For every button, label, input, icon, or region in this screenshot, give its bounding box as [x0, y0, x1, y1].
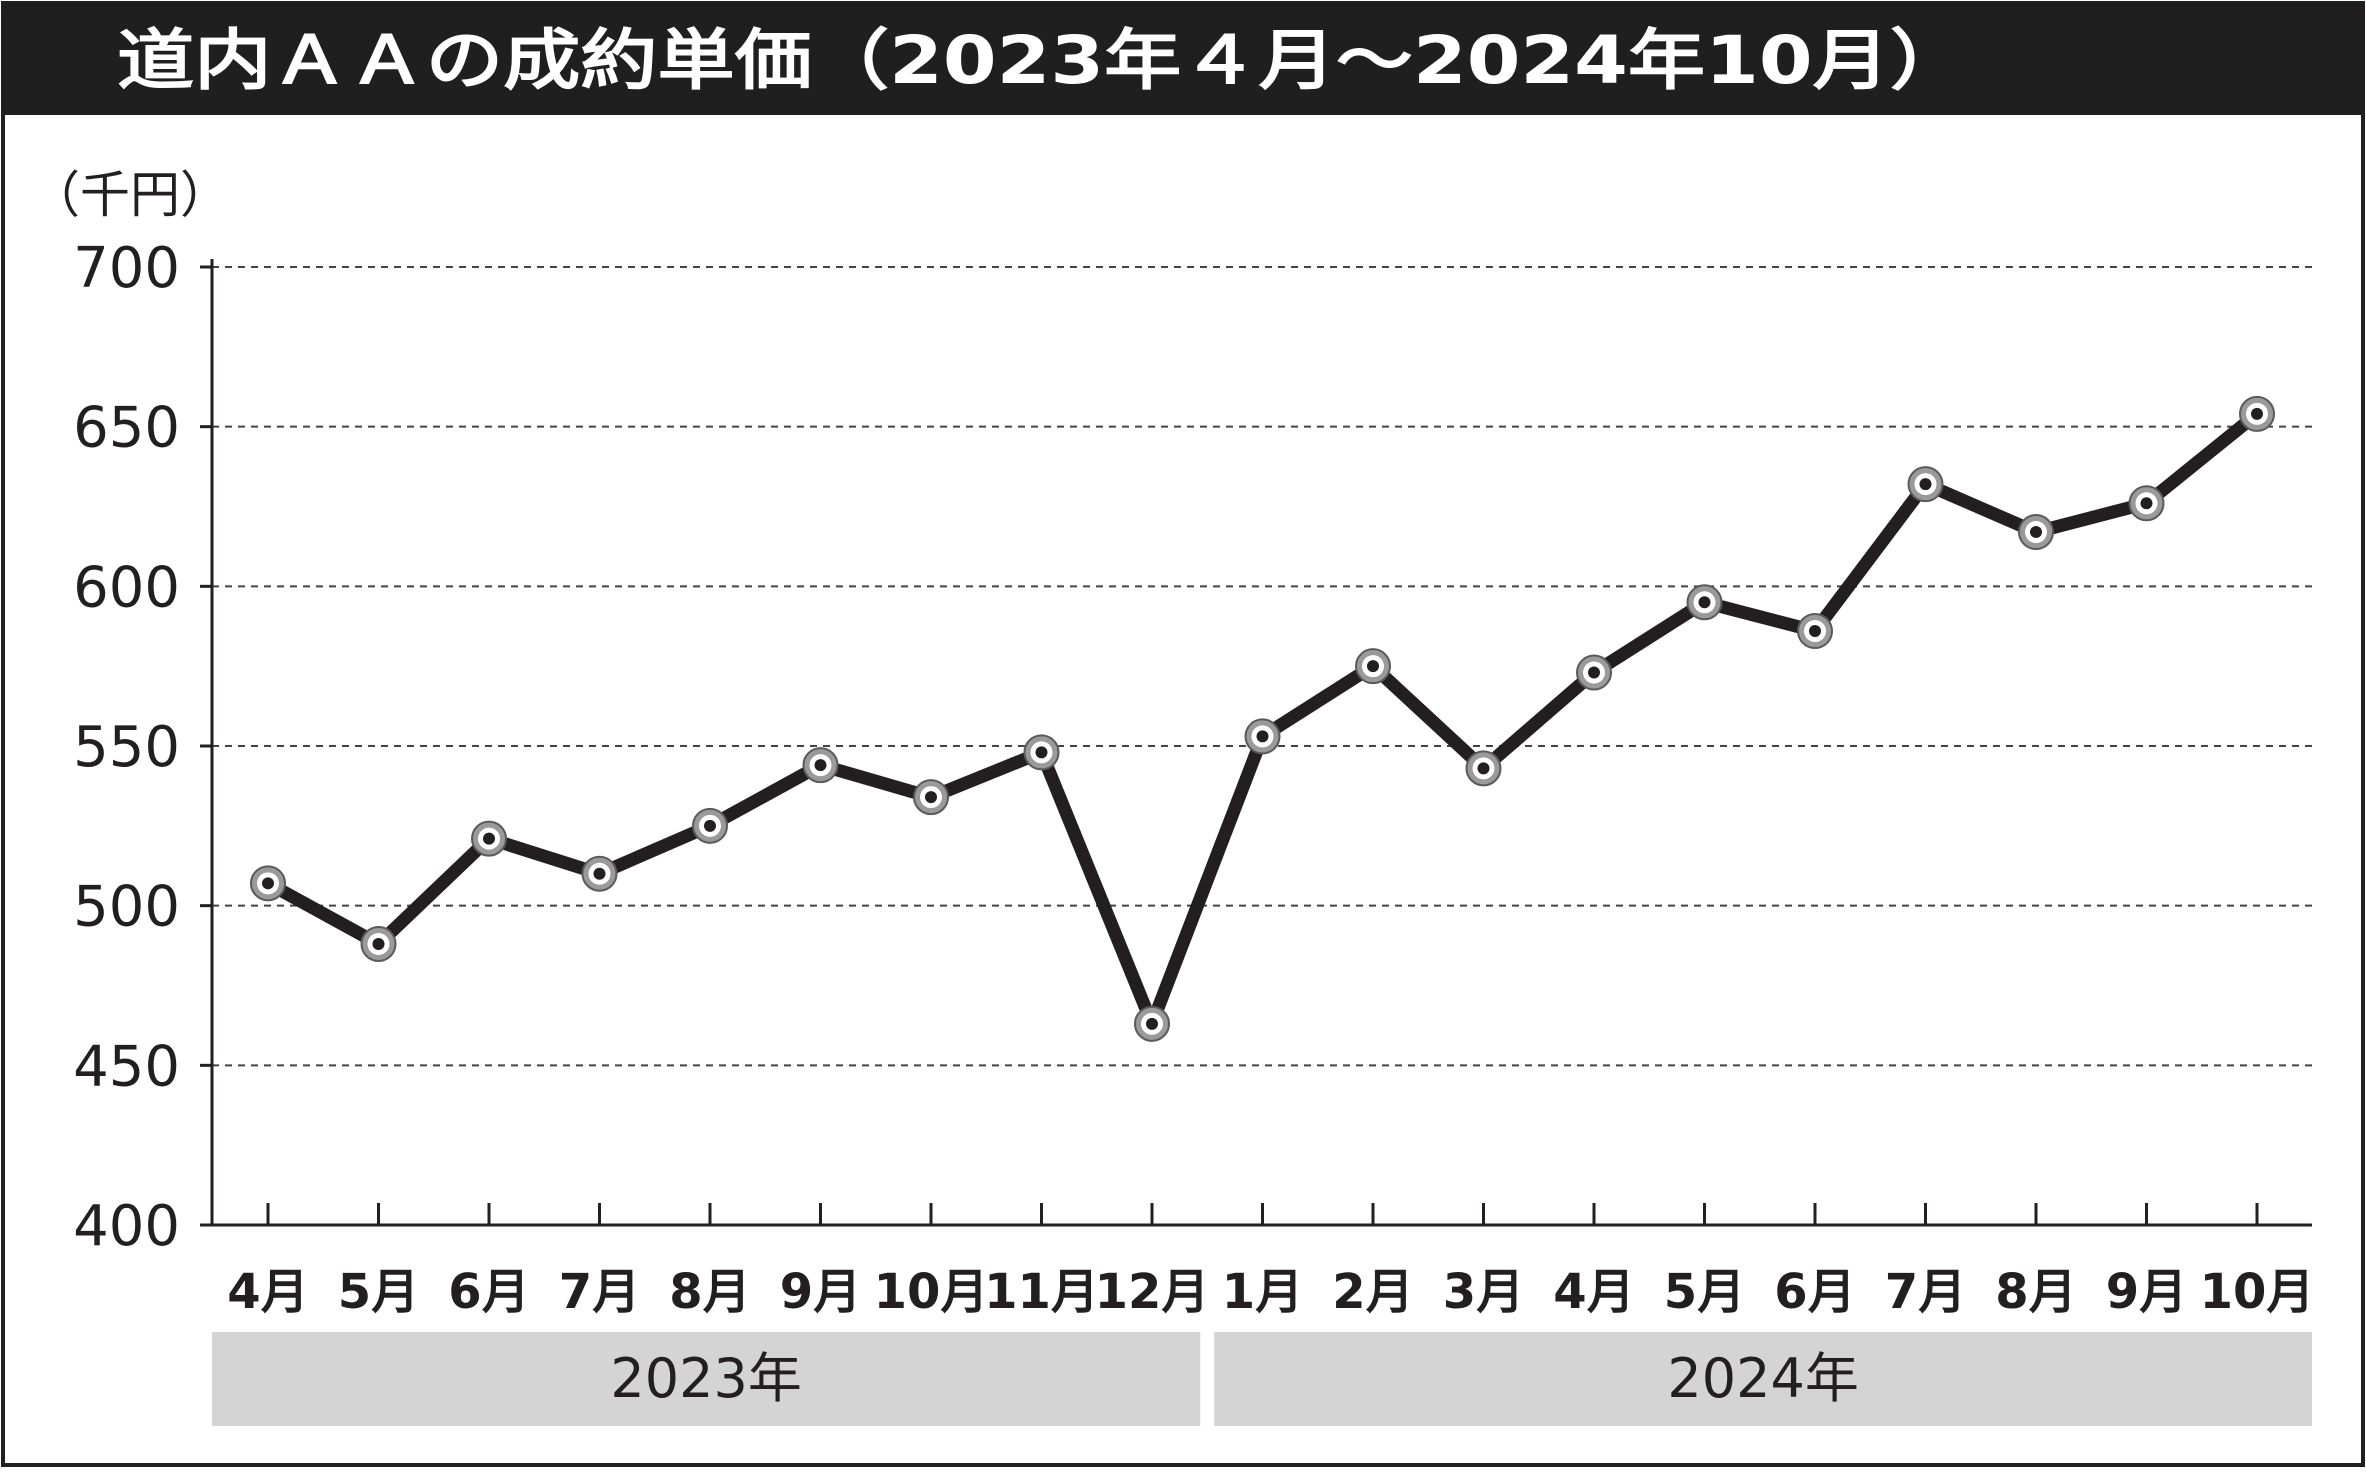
- data-point-dot: [2251, 407, 2263, 420]
- y-tick-label: 700: [73, 236, 180, 301]
- data-point-dot: [1809, 625, 1821, 638]
- year-band: [1214, 1332, 2312, 1426]
- y-tick-label: 600: [73, 555, 180, 620]
- x-tick-label: 6月: [1774, 1264, 1855, 1320]
- year-label: 2023年: [610, 1347, 801, 1410]
- x-tick-label: 8月: [1995, 1264, 2076, 1320]
- x-tick-label: 4月: [1553, 1264, 1634, 1320]
- x-tick-label: 5月: [1664, 1264, 1745, 1320]
- data-point-dot: [704, 819, 716, 832]
- x-tick-label: 2月: [1332, 1264, 1413, 1320]
- data-point-dot: [593, 867, 606, 880]
- x-tick-label: 3月: [1443, 1264, 1524, 1320]
- x-tick-label: 12月: [1095, 1264, 1210, 1320]
- y-tick-label: 500: [73, 875, 180, 940]
- data-point-dot: [1588, 666, 1600, 679]
- data-point-dot: [2030, 526, 2042, 539]
- y-axis-unit-label: （千円）: [30, 166, 230, 224]
- x-tick-label: 11月: [984, 1264, 1099, 1320]
- x-tick-label: 5月: [338, 1264, 419, 1320]
- data-point-dot: [483, 832, 495, 845]
- x-tick-label: 9月: [780, 1264, 861, 1320]
- y-tick-label: 400: [73, 1194, 180, 1259]
- x-tick-label: 4月: [227, 1264, 308, 1320]
- data-point-dot: [1256, 730, 1269, 743]
- title-bar: [3, 3, 2363, 115]
- data-point-dot: [1146, 1017, 1158, 1030]
- y-tick-label: 550: [73, 715, 180, 780]
- year-bands: 2023年 2024年: [212, 1332, 2312, 1426]
- x-tick-label: 10月: [874, 1264, 989, 1320]
- data-point-dot: [1367, 660, 1379, 673]
- x-tick-label: 1月: [1222, 1264, 1303, 1320]
- chart-title: 道内ＡＡの成約単価（2023年４月～2024年10月）: [117, 22, 1967, 99]
- data-point-dot: [1698, 596, 1711, 609]
- year-label: 2024年: [1667, 1347, 1858, 1410]
- year-band: [212, 1332, 1201, 1426]
- data-point-dot: [1919, 478, 1932, 491]
- x-tick-label: 8月: [669, 1264, 750, 1320]
- data-point-dot: [1035, 746, 1048, 759]
- data-point-dot: [262, 877, 274, 890]
- x-tick-label: 7月: [1885, 1264, 1966, 1320]
- data-point-dot: [925, 791, 937, 804]
- x-tick-label: 9月: [2106, 1264, 2187, 1320]
- data-markers: [250, 395, 2275, 1042]
- y-tick-label: 650: [73, 396, 180, 461]
- y-tick-labels: 400 450 500 550 600 650 700: [73, 236, 180, 1259]
- axes: [200, 259, 2312, 1227]
- x-tick-label: 6月: [448, 1264, 529, 1320]
- data-point-dot: [372, 937, 385, 950]
- data-point-dot: [814, 759, 827, 772]
- y-tick-label: 450: [73, 1034, 180, 1099]
- data-point-dot: [2140, 497, 2153, 510]
- x-tick-label: 7月: [559, 1264, 640, 1320]
- data-point-dot: [1477, 762, 1490, 775]
- x-tick-label: 10月: [2200, 1264, 2315, 1320]
